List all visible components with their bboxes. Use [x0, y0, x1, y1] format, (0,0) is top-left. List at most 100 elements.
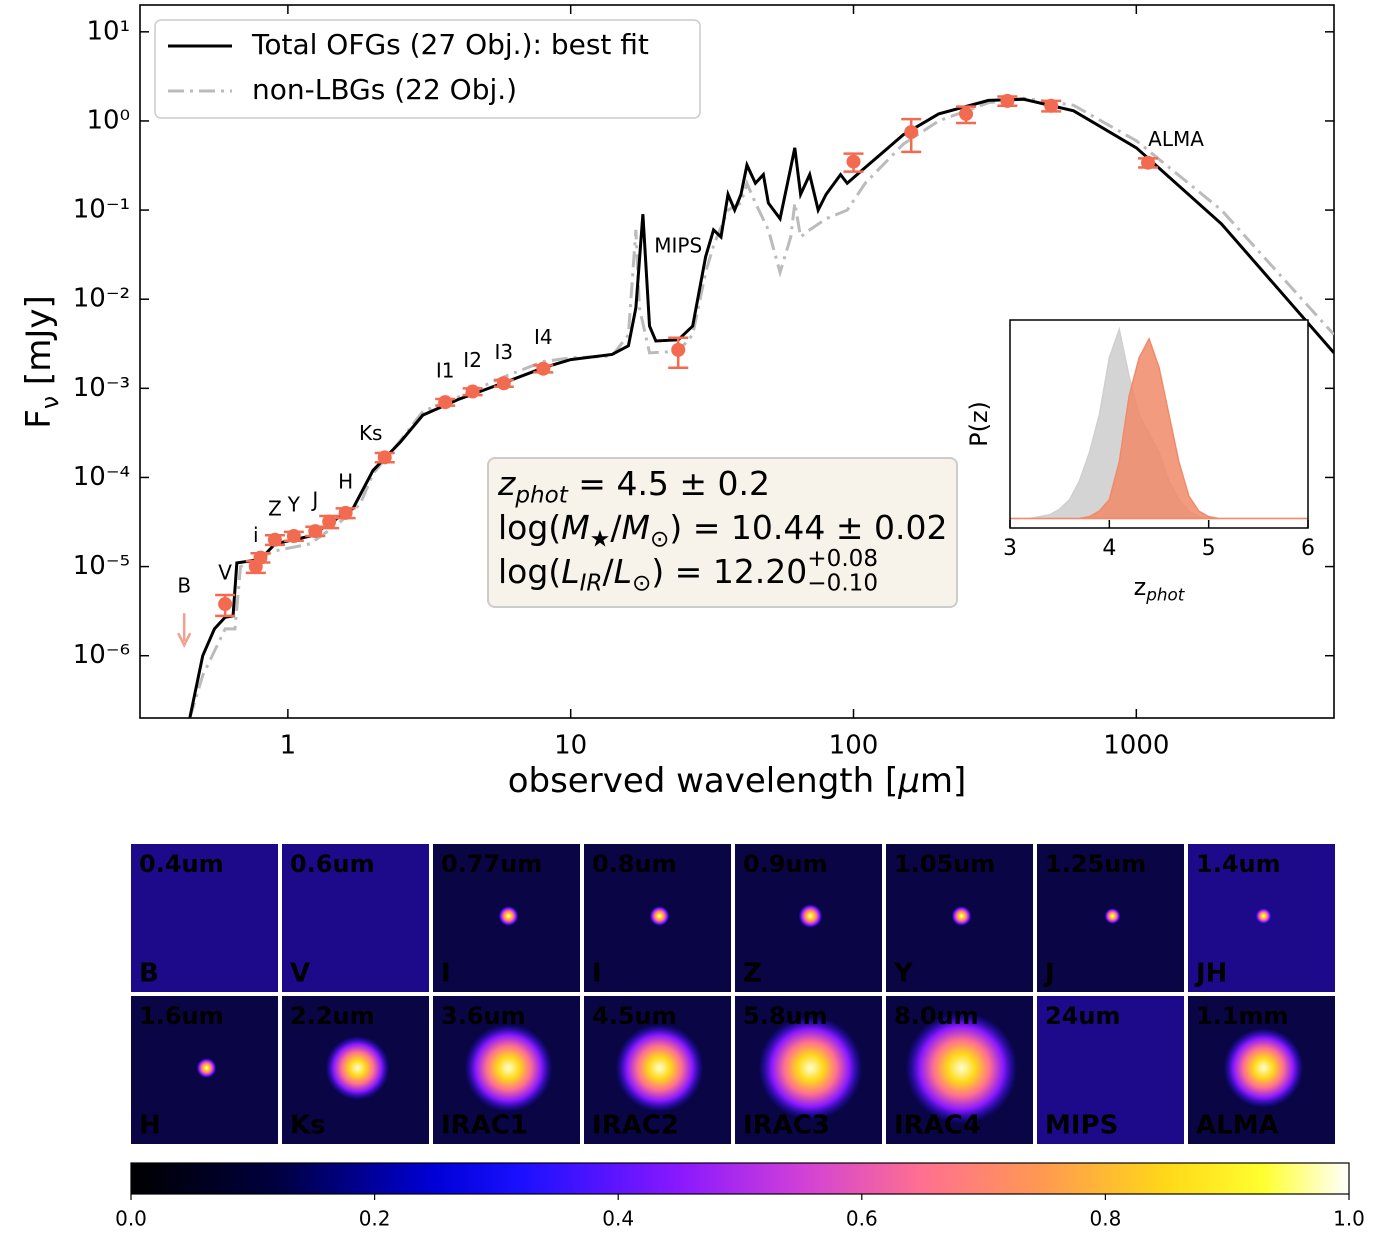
text-segment: ) = 12.20	[651, 552, 807, 591]
photometry-point	[1141, 155, 1156, 170]
inset-x-label: zphot	[1134, 573, 1186, 605]
cutout-wavelength: 4.5um	[592, 1002, 677, 1030]
band-label: I4	[534, 325, 553, 349]
cutout-image	[1037, 996, 1184, 1144]
band-label: ALMA	[1148, 127, 1204, 151]
photometry-point	[286, 529, 301, 544]
text-segment: μ	[897, 761, 920, 801]
text-segment: log(	[498, 552, 561, 591]
text-segment: ★	[590, 526, 611, 552]
cutout-band: H	[139, 1111, 161, 1141]
inset-y-label: P(z)	[965, 401, 993, 447]
photometry-point	[253, 550, 268, 565]
photometry-point	[218, 597, 233, 612]
photometry-point	[536, 361, 551, 376]
text-segment: P(z)	[965, 401, 993, 447]
y-tick-label: 10⁰	[86, 105, 130, 135]
cutout-wavelength: 1.25um	[1045, 850, 1146, 878]
cutout-source	[649, 906, 670, 926]
cutout-wavelength: 3.6um	[441, 1002, 526, 1030]
x-tick-label: 1	[280, 731, 297, 761]
colorbar-tick-label: 0.8	[1089, 1207, 1121, 1231]
cutout-wavelength: 24um	[1045, 1002, 1121, 1030]
y-tick-label: 10⁻⁵	[73, 551, 130, 581]
photometry-point	[671, 342, 686, 357]
plot-area	[188, 93, 1334, 718]
cutout-band: ALMA	[1196, 1111, 1279, 1141]
cutout-source	[1223, 1028, 1304, 1108]
cutout-image	[131, 844, 278, 992]
x-tick-label: 10	[554, 731, 587, 761]
legend-label: non-LBGs (22 Obj.)	[252, 73, 517, 106]
cutout-band: MIPS	[1045, 1111, 1118, 1141]
cutout-wavelength: 0.8um	[592, 850, 677, 878]
photometry-point	[904, 125, 919, 140]
text-segment: m]	[920, 761, 966, 801]
band-label: H	[338, 469, 353, 493]
cutout-source	[196, 1058, 217, 1078]
photometry-point	[377, 450, 392, 465]
text-segment: ⊙	[650, 526, 669, 552]
cutout-band: IRAC2	[592, 1111, 679, 1141]
inset-area	[1010, 326, 1308, 520]
text-segment: M	[622, 508, 650, 547]
x-tick-label: 4	[1102, 536, 1116, 561]
plot-frame	[139, 4, 1335, 719]
cutout-band: Z	[743, 959, 762, 989]
band-label: Y	[287, 493, 301, 517]
cutout-wavelength: 1.05um	[894, 850, 995, 878]
text-segment: IR	[580, 570, 603, 596]
cutout-band: IRAC4	[894, 1111, 981, 1141]
upper-limit-arrow	[177, 632, 192, 648]
cutout-wavelength: 0.4um	[139, 850, 224, 878]
y-tick-label: 10⁻³	[73, 373, 130, 403]
legend-label: Total OFGs (27 Obj.): best fit	[251, 28, 649, 61]
text-segment: +0.08	[807, 546, 878, 572]
annotation-line: log(LIR/L⊙) = 12.20+0.08 −0.10	[498, 546, 878, 596]
pz-area	[1010, 337, 1308, 520]
text-segment: L	[561, 552, 579, 591]
cutout-source	[951, 906, 972, 926]
cutout-band: IRAC1	[441, 1111, 528, 1141]
cutout-source	[498, 906, 519, 926]
cutout-source	[798, 904, 823, 928]
cutout-wavelength: 0.77um	[441, 850, 542, 878]
y-tick-label: 10⁻⁶	[73, 640, 130, 670]
cutout-wavelength: 1.1mm	[1196, 1002, 1289, 1030]
cutout-source	[1104, 908, 1121, 924]
y-tick-label: 10⁻⁴	[73, 462, 130, 492]
cutout-band: JH	[1194, 959, 1227, 989]
colorbar-tick-label: 0.2	[359, 1207, 391, 1231]
cutout-source	[758, 1016, 863, 1120]
x-tick-label: 5	[1202, 536, 1216, 561]
photometry-point	[308, 524, 323, 539]
text-segment: log(	[498, 508, 561, 547]
cutout-band: Ks	[290, 1111, 326, 1141]
text-segment: /	[610, 508, 622, 547]
text-segment: = 4.5 ± 0.2	[568, 464, 770, 503]
photometry-point	[496, 376, 511, 391]
text-segment: observed wavelength [	[508, 761, 899, 801]
band-label: I2	[463, 348, 482, 372]
x-tick-label: 100	[829, 731, 879, 761]
text-segment: phot	[514, 482, 568, 508]
annotation-line: log(M★/M⊙) = 10.44 ± 0.02	[498, 508, 947, 553]
text-segment: −0.10	[807, 570, 878, 596]
text-segment: F	[19, 409, 59, 429]
photometry-point	[338, 505, 353, 520]
text-segment: L	[614, 552, 632, 591]
text-segment: M	[561, 508, 589, 547]
photometry-point	[1000, 93, 1015, 108]
colorbar-tick-label: 0.4	[602, 1207, 634, 1231]
cutout-wavelength: 2.2um	[290, 1002, 375, 1030]
y-tick-label: 10¹	[86, 16, 130, 46]
cutout-band: Y	[893, 959, 914, 989]
photometry-point	[438, 395, 453, 410]
annotation-box	[487, 457, 958, 608]
cutout-source	[615, 1024, 704, 1112]
annotation-line: zphot = 4.5 ± 0.2	[497, 464, 770, 509]
band-label: J	[310, 488, 318, 512]
cutout-wavelength: 8.0um	[894, 1002, 979, 1030]
text-segment: ν	[35, 396, 63, 409]
cutout-band: B	[139, 959, 159, 989]
